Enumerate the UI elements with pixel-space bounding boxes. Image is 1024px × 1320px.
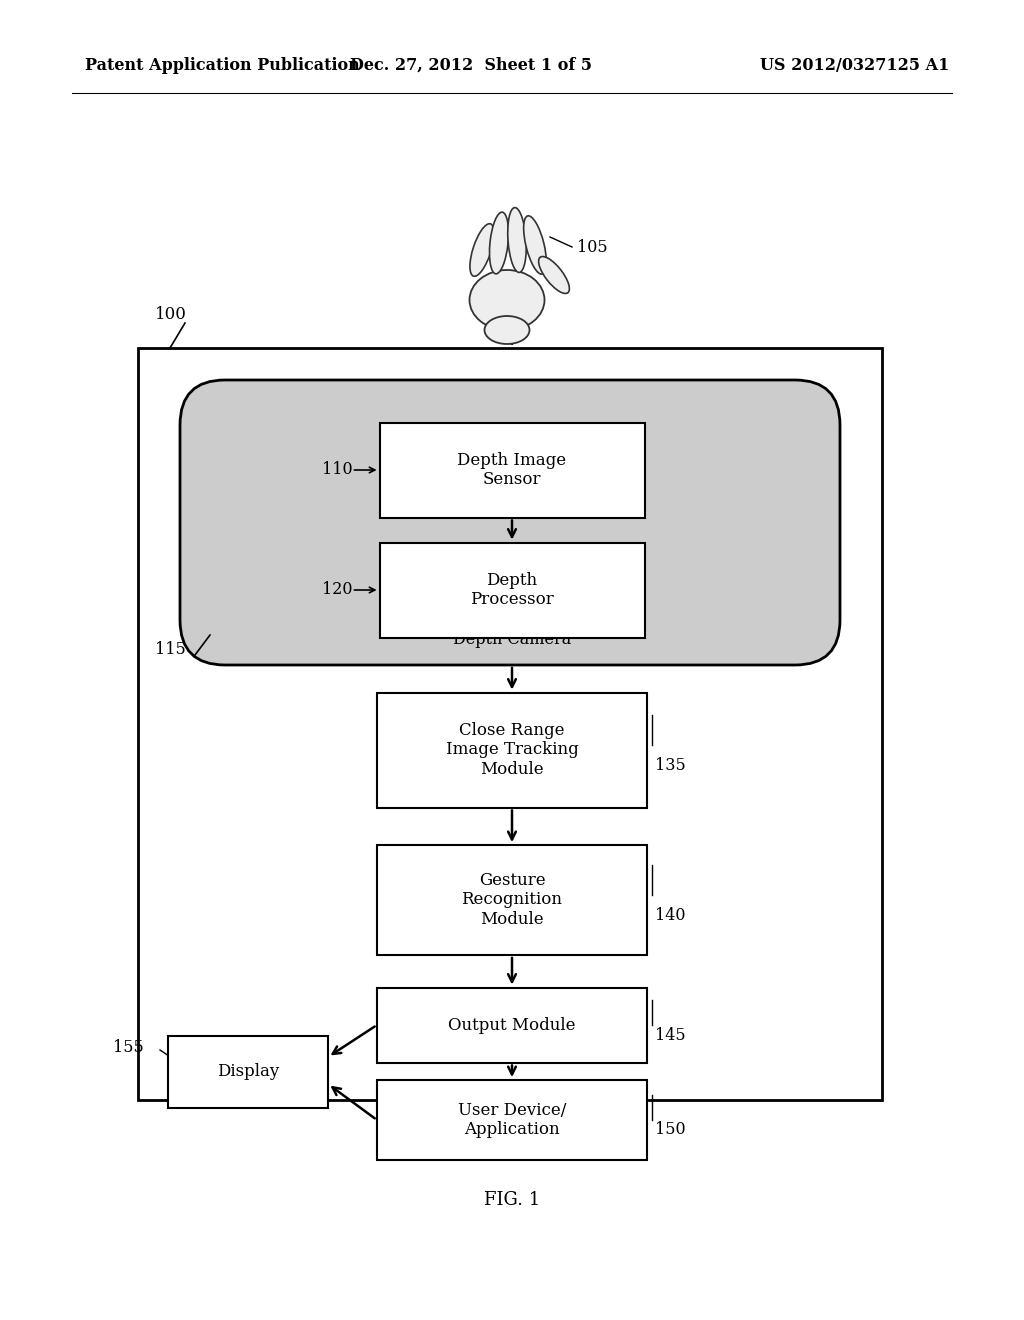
Ellipse shape — [539, 256, 569, 293]
Text: Depth Image
Sensor: Depth Image Sensor — [458, 451, 566, 488]
Text: 110: 110 — [322, 462, 352, 479]
Ellipse shape — [523, 215, 547, 275]
Ellipse shape — [508, 207, 526, 272]
Text: FIG. 1: FIG. 1 — [484, 1191, 540, 1209]
Text: 105: 105 — [577, 239, 607, 256]
Text: Output Module: Output Module — [449, 1016, 575, 1034]
Ellipse shape — [469, 271, 545, 330]
Text: Depth Camera: Depth Camera — [453, 631, 571, 648]
Text: 140: 140 — [655, 907, 685, 924]
Ellipse shape — [470, 223, 494, 276]
Ellipse shape — [484, 315, 529, 345]
Bar — [377, 1080, 647, 1160]
Text: Depth
Processor: Depth Processor — [470, 572, 554, 609]
FancyBboxPatch shape — [180, 380, 840, 665]
Text: Gesture
Recognition
Module: Gesture Recognition Module — [462, 873, 562, 928]
Ellipse shape — [489, 213, 509, 273]
Bar — [380, 422, 644, 517]
Text: Patent Application Publication: Patent Application Publication — [85, 57, 359, 74]
Bar — [377, 987, 647, 1063]
Bar — [377, 845, 647, 954]
Bar — [138, 348, 882, 1100]
Text: 115: 115 — [155, 642, 185, 659]
Bar — [377, 693, 647, 808]
Text: US 2012/0327125 A1: US 2012/0327125 A1 — [760, 57, 949, 74]
Text: 145: 145 — [655, 1027, 686, 1044]
Text: 100: 100 — [155, 306, 186, 323]
Bar — [380, 543, 644, 638]
Bar — [168, 1036, 328, 1107]
Text: Close Range
Image Tracking
Module: Close Range Image Tracking Module — [445, 722, 579, 777]
Text: Display: Display — [217, 1064, 280, 1081]
Text: User Device/
Application: User Device/ Application — [458, 1102, 566, 1138]
Text: 120: 120 — [322, 582, 352, 598]
Text: 155: 155 — [113, 1039, 143, 1056]
Text: Dec. 27, 2012  Sheet 1 of 5: Dec. 27, 2012 Sheet 1 of 5 — [350, 57, 592, 74]
Text: 135: 135 — [655, 756, 686, 774]
Text: 150: 150 — [655, 1122, 686, 1138]
